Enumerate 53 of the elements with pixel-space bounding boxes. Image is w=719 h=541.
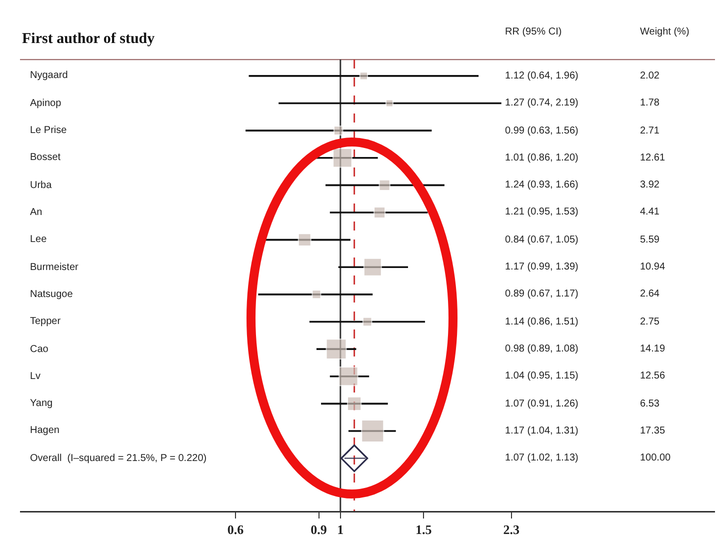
annotation: 2.02 [640,70,660,82]
annotation: 3.92 [640,180,660,191]
annotation: 10.94 [640,262,666,273]
annotation: 4.41 [640,206,660,218]
annotation: 2.71 [640,125,660,136]
annotation: 1.17 (0.99, 1.39) [505,262,578,273]
y-axis-title: First author of study [22,31,156,47]
annotation: 1.21 (0.95, 1.53) [505,206,578,218]
annotation: 2.75 [640,316,660,328]
x-tick-label: 2.3 [503,522,520,538]
x-tick-label: 0.6 [227,522,244,538]
annotation: 1.78 [640,98,660,109]
y-tick-label: Lv [30,371,41,382]
y-tick-label: Bosset [30,152,61,163]
y-tick-label: Hagen [30,425,60,436]
annotation: 5.59 [640,234,660,246]
x-tick-label: 1 [337,522,344,538]
y-tick-label: Tepper [30,316,62,327]
y-tick-label: Apinop [30,98,62,109]
annotation: 0.89 (0.67, 1.17) [505,288,578,300]
annotation: 2.64 [640,288,660,300]
y-tick-label: Nygaard [30,70,68,81]
y-tick-label: Lee [30,234,48,245]
annotation: 1.07 (1.02, 1.13) [505,452,578,464]
annotation: 1.17 (1.04, 1.31) [505,425,578,436]
annotation: 17.35 [640,425,666,436]
y-tick-label: Natsugoe [30,289,74,300]
y-tick-label: Overall (I–squared = 21.5%, P = 0.220) [30,453,207,464]
text: Weight (%) [640,26,690,38]
annotation: 0.99 (0.63, 1.56) [505,125,578,136]
annotation: 1.14 (0.86, 1.51) [505,316,578,328]
y-tick-label: Cao [30,344,49,355]
y-tick-label: Urba [30,180,52,191]
annotation: 100.00 [640,452,671,464]
y-tick-label: An [30,207,42,218]
annotation: 1.04 (0.95, 1.15) [505,370,578,382]
y-tick-label: Burmeister [30,262,80,273]
x-tick-label: 0.9 [310,522,328,538]
text: RR (95% CI) [505,26,562,38]
annotation: 1.12 (0.64, 1.96) [505,70,578,82]
annotation: 14.19 [640,344,666,355]
annotation: 1.01 (0.86, 1.20) [505,152,578,164]
annotation: 0.84 (0.67, 1.05) [505,234,578,246]
annotation: 12.61 [640,152,666,164]
annotation: 12.56 [640,370,666,382]
y-tick-label: Yang [30,398,53,409]
annotation: 1.07 (0.91, 1.26) [505,398,578,410]
annotation: 1.24 (0.93, 1.66) [505,180,578,191]
annotation: 6.53 [640,398,660,410]
annotation: 1.27 (0.74, 2.19) [505,98,578,109]
y-tick-label: Le Prise [30,125,68,136]
x-tick-label: 1.5 [416,522,432,538]
annotation: 0.98 (0.89, 1.08) [505,344,578,355]
